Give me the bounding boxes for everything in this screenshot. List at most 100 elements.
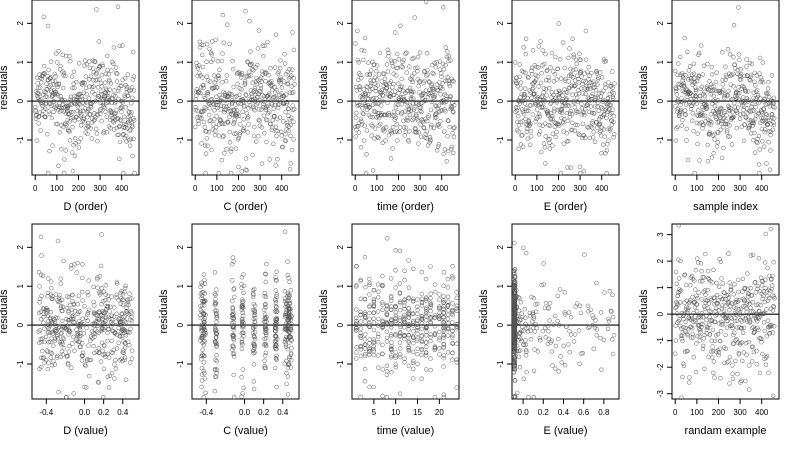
data-point [198,113,203,118]
data-point [289,337,294,342]
data-point [246,114,251,119]
data-point [594,280,599,286]
data-point [97,77,102,82]
data-point [409,96,414,102]
data-point [434,82,440,87]
data-point [88,338,93,343]
data-point [371,288,377,293]
data-point [514,343,520,348]
data-point [397,248,403,254]
data-point [274,128,279,134]
data-point [264,139,269,145]
data-point [587,135,592,141]
data-point [357,84,362,89]
data-point [100,63,105,69]
data-point [525,136,530,141]
data-point [744,306,749,311]
data-point [583,135,588,140]
data-point [284,101,289,106]
data-point [403,51,408,56]
data-point [107,107,113,113]
data-point [217,67,222,73]
data-point [543,161,548,166]
data-point [111,314,117,319]
data-point [679,333,685,338]
data-point [57,130,63,135]
data-point [756,256,762,261]
data-point [379,79,384,84]
data-point [397,315,403,321]
data-point [193,104,198,110]
data-point [243,92,249,97]
data-point [120,100,126,105]
data-point [213,335,219,340]
data-point [281,79,287,84]
data-point [580,351,585,356]
x-tick-label: 400 [115,184,129,193]
data-point [587,324,592,330]
data-point [226,120,231,125]
data-point [593,94,598,100]
data-point [533,309,539,314]
data-point [703,251,708,257]
data-point [50,329,55,335]
data-point [577,361,582,366]
data-point [114,311,119,316]
data-point [245,59,250,64]
data-point [358,277,363,282]
data-point [39,253,44,258]
data-point [521,245,526,251]
y-tick-label: -1 [176,360,185,368]
data-point [415,328,420,333]
data-point [107,87,113,92]
data-point [592,139,598,145]
data-point [727,108,733,114]
data-point [546,336,552,342]
data-point [699,297,704,302]
data-point [431,71,436,77]
data-point [401,118,406,124]
data-point [65,362,71,367]
data-point [728,288,733,293]
data-point [60,335,66,341]
data-point [437,352,442,357]
y-tick-label: 2 [176,245,185,250]
data-point [46,67,51,73]
data-point [278,58,283,63]
data-point [430,70,435,76]
data-point [389,58,394,63]
y-axis-label: residuals [0,65,10,110]
data-point [692,170,697,176]
data-point [406,285,412,290]
data-point [255,62,260,68]
data-point [700,113,706,118]
data-point [711,370,716,375]
data-point [559,110,565,116]
data-point [607,107,612,112]
data-point [376,323,381,328]
data-point [354,345,359,350]
data-point [37,340,42,346]
data-point [548,65,553,70]
data-point [353,115,359,120]
data-point [583,91,588,97]
data-point [694,78,700,84]
data-point [523,51,528,57]
data-point [109,100,115,106]
data-point [85,293,91,298]
x-axis-label: sample index [693,201,758,213]
data-point [428,296,433,301]
data-point [768,132,773,138]
data-point [512,365,517,371]
data-point [441,315,446,320]
data-point [755,315,761,320]
data-point [232,108,238,113]
data-point [64,103,70,109]
data-point [514,390,520,396]
data-point [552,106,557,111]
data-point [221,133,226,138]
data-point [194,93,199,98]
data-point [709,297,714,303]
data-point [74,270,79,275]
data-point [435,88,441,93]
